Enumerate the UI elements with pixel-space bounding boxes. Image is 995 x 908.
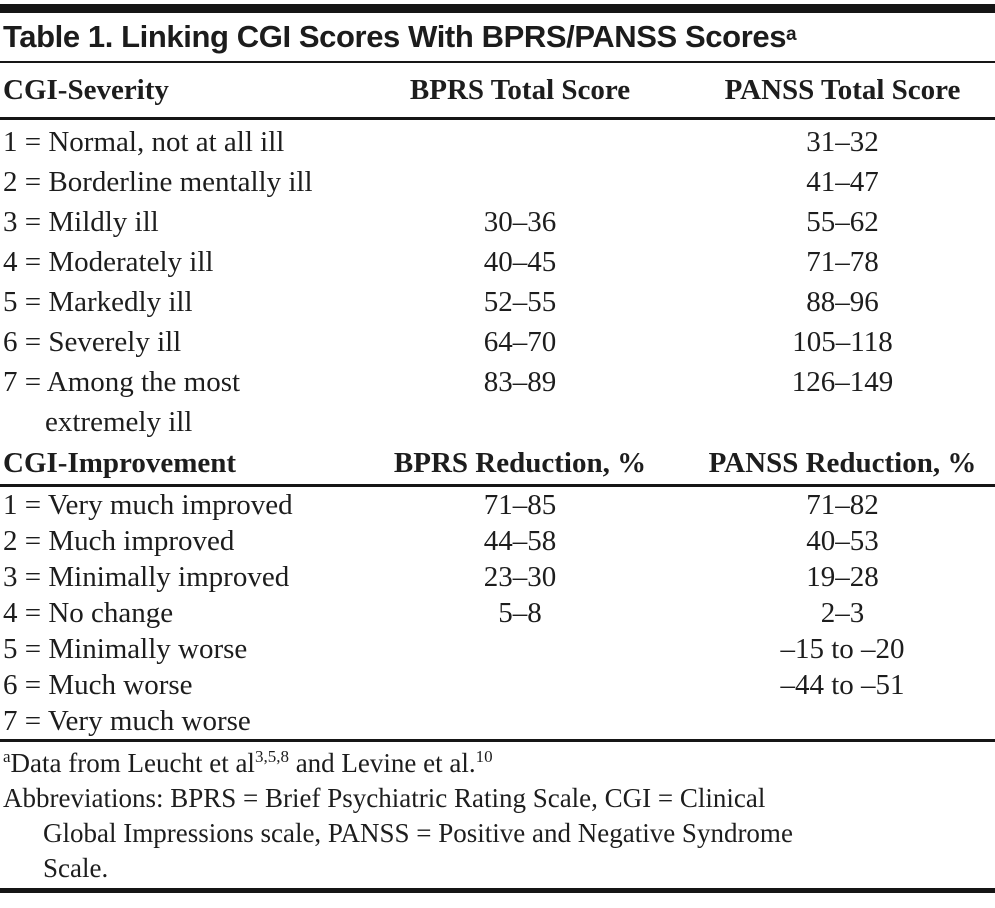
data-source-footnote: aData from Leucht et al3,5,8 and Levine … xyxy=(3,746,995,781)
bprs-reduction-column-header: BPRS Reduction, % xyxy=(393,446,647,479)
footnotes: aData from Leucht et al3,5,8 and Levine … xyxy=(0,742,995,886)
panss-value-cell: 31–32 xyxy=(806,126,879,158)
table-row: 3 = Minimally improved 23–30 19–28 xyxy=(0,559,995,595)
bprs-value-cell: 83–89 xyxy=(483,366,557,398)
improvement-header-divider xyxy=(0,484,995,487)
improvement-rows: 1 = Very much improved 71–85 71–82 2 = M… xyxy=(0,487,995,739)
footnote-divider xyxy=(0,739,995,742)
cgi-label-cell: 7 = Very much worse xyxy=(3,705,251,737)
cgi-label-cell: 6 = Much worse xyxy=(3,669,193,701)
bprs-value-cell xyxy=(390,122,650,162)
table-row: 4 = Moderately ill 40–45 71–78 xyxy=(0,242,995,282)
bprs-value-cell xyxy=(390,162,650,202)
table-row: 5 = Markedly ill 52–55 88–96 xyxy=(0,282,995,322)
bprs-value-cell xyxy=(390,667,650,703)
improvement-column-header: CGI-Improvement xyxy=(3,446,237,479)
cgi-label-cell: 2 = Much improved xyxy=(3,525,235,557)
cgi-label-cell: 1 = Very much improved xyxy=(3,489,293,521)
table-row: 1 = Very much improved 71–85 71–82 xyxy=(0,487,995,523)
cgi-label-cell: 3 = Minimally improved xyxy=(3,561,290,593)
panss-value-cell: 126–149 xyxy=(791,366,894,398)
table-row: 6 = Much worse –44 to –51 xyxy=(0,667,995,703)
panss-total-column-header: PANSS Total Score xyxy=(724,73,961,106)
table-row: 2 = Much improved 44–58 40–53 xyxy=(0,523,995,559)
panss-value-cell: 71–82 xyxy=(806,489,879,521)
title-divider xyxy=(0,61,995,63)
table-title: Table 1. Linking CGI Scores With BPRS/PA… xyxy=(3,19,797,54)
panss-value-cell: 55–62 xyxy=(806,206,879,238)
bprs-value-cell: 52–55 xyxy=(483,286,557,318)
improvement-header-row: CGI-Improvement BPRS Reduction, % PANSS … xyxy=(0,442,995,484)
bprs-value-cell xyxy=(390,703,650,739)
bprs-value-cell: 23–30 xyxy=(483,561,557,593)
footnote-marker: a xyxy=(3,747,11,766)
bprs-value-cell: 5–8 xyxy=(498,597,542,629)
bprs-value-cell xyxy=(390,631,650,667)
panss-value-cell: 2–3 xyxy=(820,597,865,629)
table-row: 2 = Borderline mentally ill 41–47 xyxy=(0,162,995,202)
abbreviations-line: Global Impressions scale, PANSS = Positi… xyxy=(43,818,793,848)
cgi-label-cell: 6 = Severely ill xyxy=(3,326,182,358)
abbreviations-line: Abbreviations: BPRS = Brief Psychiatric … xyxy=(3,783,766,813)
table-row: 5 = Minimally worse –15 to –20 xyxy=(0,631,995,667)
table-row: 7 = Among the most extremely ill 83–89 1… xyxy=(0,362,995,442)
severity-rows: 1 = Normal, not at all ill 31–32 2 = Bor… xyxy=(0,120,995,442)
panss-reduction-column-header: PANSS Reduction, % xyxy=(708,446,977,479)
panss-value-cell: 105–118 xyxy=(792,326,893,358)
bprs-value-cell: 71–85 xyxy=(483,489,557,521)
panss-value-cell: 71–78 xyxy=(806,246,879,278)
top-border-bar xyxy=(0,4,995,13)
footnote-text: and Levine et al. xyxy=(288,748,476,778)
table-row: 4 = No change 5–8 2–3 xyxy=(0,595,995,631)
citation-superscript: 10 xyxy=(475,747,493,766)
bprs-value-cell: 40–45 xyxy=(483,246,557,278)
table-title-text: Table 1. Linking CGI Scores With BPRS/PA… xyxy=(3,19,787,54)
bprs-value-cell: 64–70 xyxy=(483,326,557,358)
cgi-label-cell: 3 = Mildly ill xyxy=(3,206,159,238)
cgi-label-cell: 5 = Minimally worse xyxy=(3,633,248,665)
severity-column-header: CGI-Severity xyxy=(3,73,169,106)
footnote-text: Data from Leucht et al xyxy=(10,748,255,778)
bottom-border-bar xyxy=(0,888,995,893)
table-row: 6 = Severely ill 64–70 105–118 xyxy=(0,322,995,362)
panss-value-cell: –44 to –51 xyxy=(780,669,905,701)
table-row: 7 = Very much worse xyxy=(0,703,995,739)
panss-value-cell: 88–96 xyxy=(806,286,879,318)
panss-value-cell: 41–47 xyxy=(806,166,879,198)
cgi-label-line2: extremely ill xyxy=(45,406,193,438)
cgi-label-cell: 2 = Borderline mentally ill xyxy=(3,166,313,198)
table-row: 3 = Mildly ill 30–36 55–62 xyxy=(0,202,995,242)
cgi-label-cell: 4 = Moderately ill xyxy=(3,246,214,278)
bprs-total-column-header: BPRS Total Score xyxy=(409,73,631,106)
abbreviations-line: Scale. xyxy=(43,853,109,883)
panss-value-cell: –15 to –20 xyxy=(780,633,905,665)
severity-header-row: CGI-Severity BPRS Total Score PANSS Tota… xyxy=(0,63,995,117)
bprs-value-cell: 44–58 xyxy=(483,525,557,557)
panss-value-cell: 40–53 xyxy=(806,525,879,557)
table-row: 1 = Normal, not at all ill 31–32 xyxy=(0,122,995,162)
cgi-label-cell: 1 = Normal, not at all ill xyxy=(3,126,285,158)
citation-superscript: 3,5,8 xyxy=(254,747,289,766)
cgi-label-cell: 7 = Among the most extremely ill xyxy=(0,362,390,442)
panss-value-cell xyxy=(650,703,995,739)
cgi-label-cell: 5 = Markedly ill xyxy=(3,286,193,318)
cgi-label-cell: 4 = No change xyxy=(3,597,174,629)
cgi-label-line1: 7 = Among the most xyxy=(3,366,241,398)
bprs-value-cell: 30–36 xyxy=(483,206,557,238)
panss-value-cell: 19–28 xyxy=(806,561,879,593)
severity-header-divider xyxy=(0,117,995,120)
